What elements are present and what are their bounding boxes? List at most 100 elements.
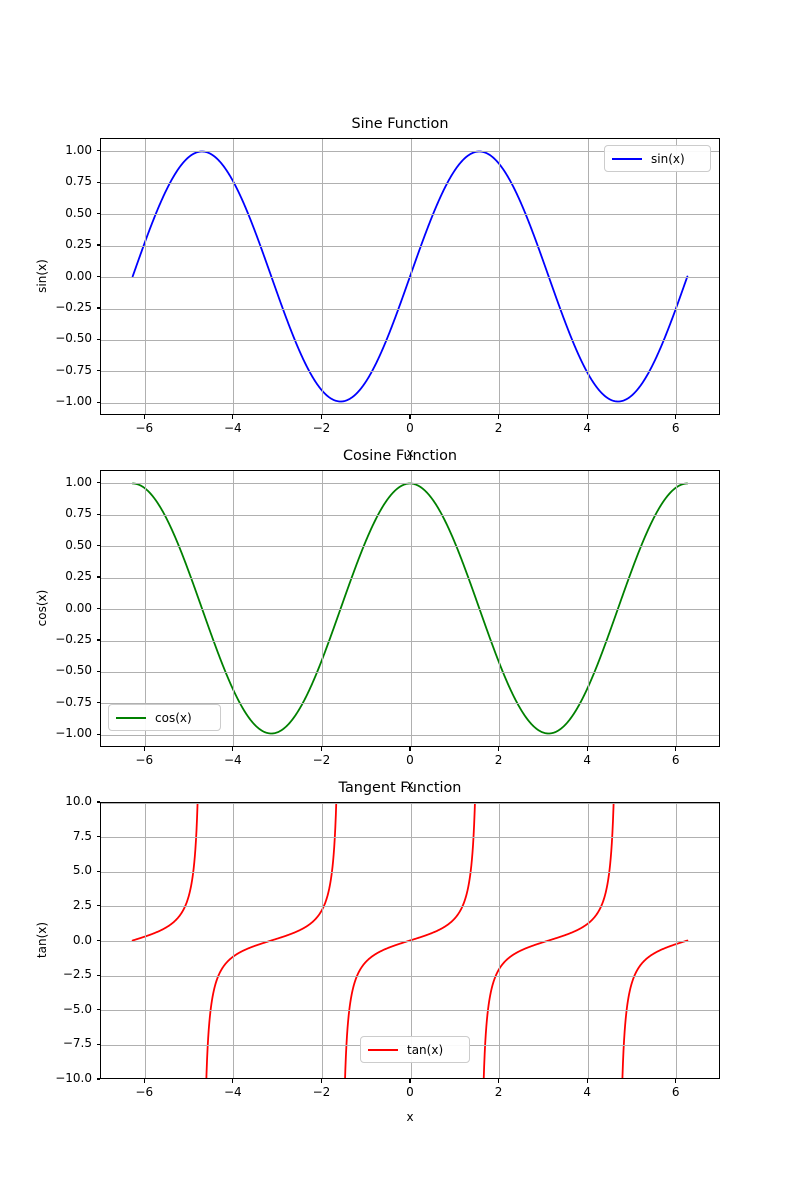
y-tick-label: 7.5 — [72, 828, 92, 843]
tick-mark-x — [675, 747, 677, 751]
sin-curve — [131, 150, 689, 403]
x-tick-label: 2 — [494, 1085, 503, 1099]
tick-mark-y — [96, 401, 100, 403]
tan-curve — [131, 803, 199, 942]
subplot-title-tangent: Tangent Function — [338, 780, 462, 796]
legend-label-sine: sin(x) — [651, 151, 685, 166]
tick-mark-y — [96, 639, 100, 641]
x-tick-label: −4 — [223, 1085, 242, 1099]
y-tick-label: 1.00 — [65, 142, 92, 157]
tick-mark-y — [96, 576, 100, 578]
x-tick-label: −4 — [223, 753, 242, 767]
tick-mark-y — [96, 482, 100, 484]
x-tick-label: 2 — [494, 421, 503, 435]
legend-swatch-tangent — [368, 1048, 398, 1051]
y-tick-label: −0.75 — [55, 362, 92, 377]
subplot-sine: Sine Function sin(x) x sin(x) −1.00 −0.75… — [0, 108, 800, 460]
gridline-horizontal — [101, 941, 719, 942]
tick-mark-x — [320, 415, 322, 419]
y-tick-label: 1.00 — [65, 474, 92, 489]
tick-mark-y — [96, 1043, 100, 1045]
x-tick-label: 6 — [671, 1085, 680, 1099]
tick-mark-x — [143, 1079, 145, 1083]
tick-mark-y — [96, 338, 100, 340]
tick-mark-y — [96, 607, 100, 610]
tick-mark-x — [232, 747, 234, 751]
tick-mark-x — [320, 747, 322, 751]
tan-curve — [482, 803, 615, 1078]
gridline-vertical — [233, 139, 235, 414]
tick-mark-y — [96, 939, 100, 942]
y-tick-label: 0.0 — [72, 932, 92, 947]
y-tick-label: 2.5 — [72, 897, 92, 912]
gridline-vertical — [587, 803, 589, 1078]
tick-mark-y — [96, 1009, 100, 1011]
xlabel-sine: x — [406, 446, 414, 460]
y-tick-label: −0.50 — [55, 331, 92, 346]
y-tick-label: −1.00 — [55, 394, 92, 409]
tick-mark-y — [96, 974, 100, 976]
tick-mark-y — [96, 836, 100, 838]
y-tick-label: −2.5 — [62, 967, 92, 982]
y-tick-label: 0.00 — [65, 600, 92, 615]
y-tick-label: −10.0 — [55, 1071, 92, 1085]
legend-label-cosine: cos(x) — [155, 710, 192, 725]
x-tick-label: 2 — [494, 753, 503, 767]
x-tick-label: −2 — [312, 753, 331, 767]
tick-mark-y — [96, 801, 100, 803]
legend-sine[interactable]: sin(x) — [604, 145, 711, 172]
subplot-title-sine: Sine Function — [351, 116, 449, 132]
gridline-horizontal — [101, 214, 719, 215]
x-tick-label: −2 — [312, 421, 331, 435]
gridline-horizontal — [101, 803, 719, 804]
gridline-horizontal — [101, 577, 719, 579]
tick-mark-x — [675, 415, 677, 419]
subplot-title-cosine: Cosine Function — [342, 448, 458, 464]
tick-mark-y — [96, 544, 100, 547]
legend-swatch-sine — [612, 157, 642, 160]
gridline-horizontal — [101, 402, 719, 404]
gridline-horizontal — [101, 1010, 719, 1012]
gridline-horizontal — [101, 245, 719, 247]
tick-mark-x — [498, 1079, 500, 1083]
gridline-horizontal — [101, 609, 719, 610]
gridline-vertical — [499, 471, 500, 746]
gridline-vertical — [410, 803, 412, 1078]
x-tick-label: 0 — [406, 753, 414, 767]
gridline-vertical — [144, 139, 146, 414]
tick-mark-x — [232, 415, 234, 419]
x-tick-label: 6 — [671, 753, 680, 767]
gridline-vertical — [321, 803, 323, 1078]
gridline-horizontal — [101, 703, 719, 705]
gridline-horizontal — [101, 640, 719, 642]
gridline-horizontal — [101, 483, 719, 485]
legend-tangent[interactable]: tan(x) — [360, 1036, 470, 1063]
gridline-horizontal — [101, 277, 719, 278]
tick-mark-y — [96, 905, 100, 907]
tick-mark-y — [96, 733, 100, 735]
y-tick-label: −0.25 — [55, 631, 92, 646]
tick-mark-x — [143, 747, 145, 751]
gridline-vertical — [499, 803, 500, 1078]
subplot-cosine: Cosine Function cos(x) x cos(x) −1.00 −0.… — [0, 440, 800, 792]
tick-mark-y — [96, 181, 100, 183]
tick-mark-y — [96, 150, 100, 152]
y-tick-label: 0.00 — [65, 268, 92, 283]
gridline-horizontal — [101, 151, 719, 153]
x-tick-label: −4 — [223, 421, 242, 435]
tick-mark-y — [96, 212, 100, 215]
x-tick-label: 0 — [406, 421, 414, 435]
tick-mark-x — [409, 1079, 411, 1083]
gridline-vertical — [499, 139, 500, 414]
gridline-horizontal — [101, 734, 719, 736]
gridline-vertical — [233, 803, 235, 1078]
legend-cosine[interactable]: cos(x) — [108, 704, 221, 731]
sine-curve-layer — [131, 150, 689, 403]
gridline-vertical — [587, 471, 589, 746]
y-tick-label: 10.0 — [65, 794, 92, 808]
gridline-vertical — [676, 803, 678, 1078]
gridline-vertical — [410, 471, 412, 746]
legend-swatch-cosine — [116, 716, 146, 719]
plot-area-tangent — [100, 802, 720, 1079]
